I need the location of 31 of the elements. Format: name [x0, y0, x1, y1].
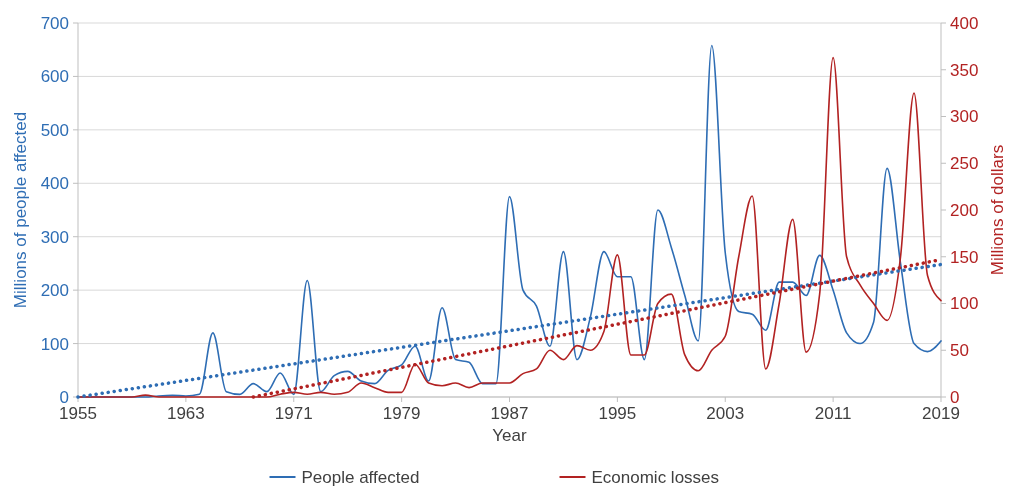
x-tick-label: 1995 — [598, 404, 637, 423]
x-tick-label: 1987 — [490, 404, 529, 423]
y2-tick-label: 250 — [950, 154, 979, 174]
y-tick-label: 600 — [40, 67, 69, 87]
y2-tick-label: 50 — [950, 341, 969, 361]
x-tick-label: 2011 — [814, 404, 852, 423]
x-tick-label: 1979 — [382, 404, 421, 423]
y-tick-label: 400 — [40, 174, 69, 194]
y-tick-label: 100 — [40, 334, 69, 354]
y2-axis-title: Millions of dollars — [988, 144, 1007, 276]
y2-tick-label: 200 — [950, 200, 979, 220]
y2-tick-label: 400 — [950, 13, 979, 33]
y2-tick-label: 300 — [950, 107, 979, 127]
legend-label: People affected — [301, 467, 420, 487]
x-tick-label: 2019 — [922, 404, 960, 423]
x-tick-label: 1971 — [274, 404, 313, 423]
y-tick-label: 700 — [40, 13, 69, 33]
y-tick-label: 500 — [40, 120, 69, 140]
y2-tick-label: 100 — [950, 294, 979, 314]
x-tick-label: 1955 — [59, 404, 97, 423]
y-axis-title: Millions of people affected — [11, 111, 30, 309]
y2-tick-label: 150 — [950, 247, 979, 267]
x-tick-label: 2003 — [706, 404, 745, 423]
x-tick-label: 1963 — [166, 404, 205, 423]
y-tick-label: 300 — [40, 227, 69, 247]
x-axis-title: Year — [492, 426, 528, 445]
legend-label: Economic losses — [591, 467, 720, 487]
y-tick-label: 0 — [59, 387, 69, 407]
y2-tick-label: 0 — [950, 387, 960, 407]
y-tick-label: 200 — [40, 281, 69, 301]
y2-tick-label: 350 — [950, 60, 979, 80]
